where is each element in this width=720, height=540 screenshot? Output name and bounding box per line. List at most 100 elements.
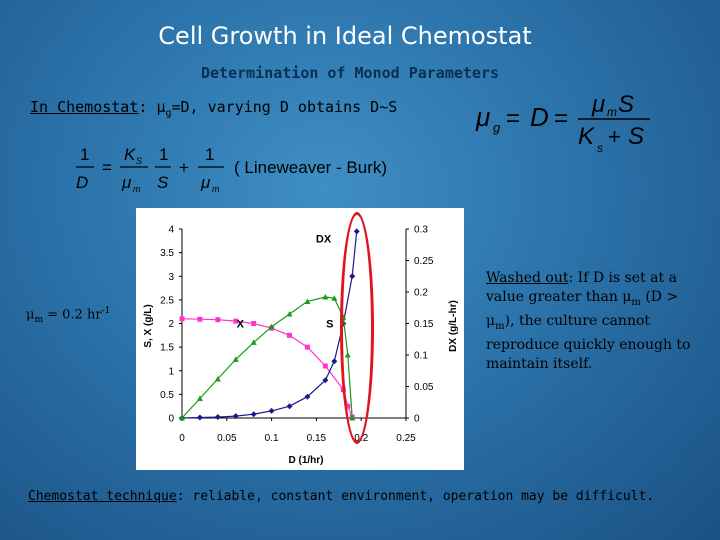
data-point-dx xyxy=(331,295,338,301)
y-left-tick-label: 0 xyxy=(168,414,174,425)
y-right-tick-label: 0.3 xyxy=(414,225,428,236)
data-point-dx xyxy=(214,375,221,382)
data-point-x xyxy=(322,363,328,369)
y-left-tick-label: 3.5 xyxy=(160,248,174,259)
x-tick-label: 0 xyxy=(179,433,185,444)
lb-one-a: 1 xyxy=(80,145,89,164)
chemostat-chart: 0 0.5 1 1.5 2 2.5 3 3.5 4 0 0.05 0.1 0.15 0.2 0.25 0.3… xyxy=(136,208,464,470)
data-point-dx xyxy=(286,311,293,317)
washout-highlight-oval xyxy=(340,212,374,444)
x-tick-label: 0.05 xyxy=(217,433,237,444)
washed-out-sub-1: m xyxy=(631,296,641,308)
washed-out-note: Washed out: If D is set at a value great… xyxy=(486,269,701,374)
x-axis-label: D (1/hr) xyxy=(289,455,324,466)
y-axis-right-label: DX (g/L-hr) xyxy=(448,300,459,352)
mu-max-exponent: -1 xyxy=(101,306,111,316)
lb-k: K xyxy=(124,145,136,164)
data-point-dx xyxy=(196,395,203,401)
technique-title: Chemostat technique xyxy=(28,489,177,504)
data-point-s xyxy=(250,411,257,418)
data-point-x xyxy=(215,317,221,323)
eq-g: g xyxy=(493,120,501,135)
mu-max-number: = 0.2 hr xyxy=(43,307,102,323)
data-point-s xyxy=(286,403,293,410)
data-point-s xyxy=(268,407,275,414)
annotation-s: S xyxy=(326,319,333,331)
data-point-s xyxy=(331,358,338,365)
data-point-x xyxy=(179,316,185,322)
annotation-layer: DX X S xyxy=(237,233,334,330)
annotation-x: X xyxy=(237,319,245,331)
x-tick-label: 0.25 xyxy=(396,433,416,444)
chemostat-label: In Chemostat xyxy=(30,98,139,116)
y-right-tick-label: 0.2 xyxy=(414,288,428,299)
washed-out-text-3: ), the culture cannot reproduce quickly … xyxy=(486,312,691,372)
x-tick-labels: 0 0.05 0.1 0.15 0.2 0.25 xyxy=(179,433,416,444)
y-left-tick-label: 3 xyxy=(168,272,174,283)
data-point-s xyxy=(322,377,329,384)
y-right-tick-label: 0.1 xyxy=(414,351,428,362)
slide-subtitle: Determination of Monod Parameters xyxy=(200,64,499,82)
technique-note: Chemostat technique: reliable, constant … xyxy=(28,489,654,504)
x-tick-label: 0.1 xyxy=(265,433,279,444)
lb-one-b: 1 xyxy=(159,145,168,164)
lb-mu-a: μ xyxy=(121,173,132,192)
y-left-tick-label: 2.5 xyxy=(160,295,174,306)
lb-m-a: m xyxy=(133,184,141,194)
annotation-dx: DX xyxy=(316,233,332,245)
washed-out-sub-2: m xyxy=(495,320,505,332)
chart-axes xyxy=(179,228,409,421)
statement-text: =D, varying D obtains D~S xyxy=(171,98,398,116)
series-dx xyxy=(179,294,356,421)
y-left-tick-label: 1.5 xyxy=(160,343,174,354)
lb-plus: + xyxy=(179,158,189,177)
monod-equation: μ g = D = μ m S K s + S xyxy=(475,91,650,155)
data-point-dx xyxy=(179,415,185,421)
data-point-x xyxy=(287,332,293,338)
mu-subscript: g xyxy=(165,108,172,119)
eq-d: D xyxy=(530,102,549,132)
eq-den-s-sub: s xyxy=(597,141,603,155)
chemostat-statement: In Chemostat: μg=D, varying D obtains D~… xyxy=(30,98,397,119)
lb-one-c: 1 xyxy=(205,145,214,164)
y-right-tick-label: 0.05 xyxy=(414,382,434,393)
lb-equals: = xyxy=(102,158,112,177)
data-point-s xyxy=(304,393,311,400)
y-left-tick-label: 1 xyxy=(168,366,174,377)
data-point-x xyxy=(197,316,203,322)
y-right-tick-label: 0.25 xyxy=(414,256,434,267)
y-left-tick-label: 0.5 xyxy=(160,390,174,401)
data-point-x xyxy=(304,344,310,350)
y-right-tick-label: 0.15 xyxy=(414,319,434,330)
washed-out-title: Washed out xyxy=(486,270,569,286)
series-x xyxy=(179,316,355,420)
mu-symbol: μ xyxy=(156,98,166,116)
data-point-dx xyxy=(250,339,257,345)
eq-num-m: m xyxy=(607,105,617,119)
y-axis-left-label: S, X (g/L) xyxy=(143,304,154,347)
data-point-s xyxy=(214,414,221,421)
technique-text: : reliable, constant environment, operat… xyxy=(176,489,655,504)
slide-title: Cell Growth in Ideal Chemostat xyxy=(158,22,532,50)
eq-mu: μ xyxy=(475,102,490,132)
data-point-x xyxy=(233,318,239,324)
washed-out-text-2: (D > μ xyxy=(486,289,679,329)
lb-d: D xyxy=(76,173,88,192)
lb-mu-b: μ xyxy=(200,173,211,192)
data-point-dx xyxy=(322,294,329,300)
eq-equals-2: = xyxy=(554,105,568,132)
data-point-dx xyxy=(304,298,311,304)
left-tick-labels: 0 0.5 1 1.5 2 2.5 3 3.5 4 xyxy=(160,225,174,425)
y-left-tick-label: 4 xyxy=(168,225,174,236)
right-tick-labels: 0 0.05 0.1 0.15 0.2 0.25 0.3 xyxy=(414,225,434,425)
y-left-tick-label: 2 xyxy=(168,319,174,330)
y-right-tick-label: 0 xyxy=(414,414,420,425)
chemostat-colon: : xyxy=(138,98,148,116)
eq-den-s: S xyxy=(628,123,644,150)
eq-num-mu: μ xyxy=(591,91,605,118)
eq-den-k: K xyxy=(578,123,595,150)
lb-k-sub: S xyxy=(136,156,142,166)
lb-m-b: m xyxy=(212,184,220,194)
data-point-dx xyxy=(268,323,275,330)
data-point-x xyxy=(251,321,257,326)
